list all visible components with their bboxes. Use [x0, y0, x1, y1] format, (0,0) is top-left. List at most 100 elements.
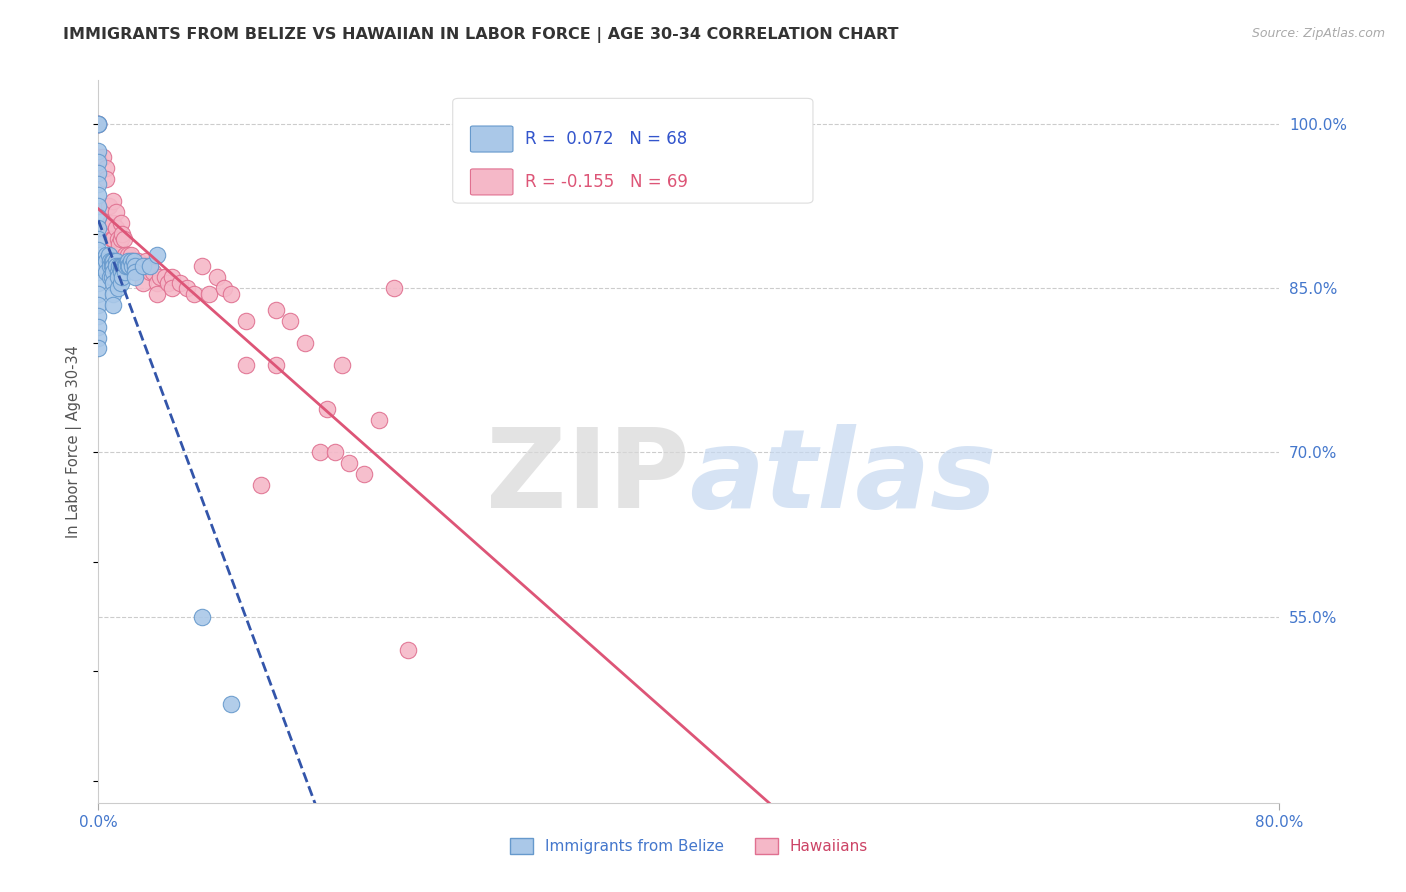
- Point: [339, 457, 361, 471]
- Point: [235, 314, 257, 328]
- Point: [121, 260, 143, 274]
- Point: [87, 117, 110, 131]
- Point: [115, 260, 138, 274]
- Point: [100, 260, 122, 274]
- Point: [107, 265, 129, 279]
- Point: [139, 260, 162, 274]
- Point: [110, 216, 132, 230]
- Point: [103, 276, 125, 290]
- Point: [114, 248, 136, 262]
- Point: [87, 117, 110, 131]
- Point: [135, 253, 157, 268]
- Point: [127, 253, 149, 268]
- Point: [110, 276, 132, 290]
- Point: [136, 260, 159, 274]
- Point: [96, 199, 118, 213]
- Point: [146, 286, 169, 301]
- Point: [87, 319, 110, 334]
- Point: [87, 150, 110, 164]
- Point: [316, 401, 339, 416]
- Point: [122, 253, 145, 268]
- FancyBboxPatch shape: [471, 126, 513, 152]
- Point: [264, 358, 287, 372]
- Point: [112, 260, 135, 274]
- Text: ZIP: ZIP: [485, 425, 689, 531]
- Point: [183, 286, 205, 301]
- Point: [124, 265, 146, 279]
- Point: [124, 265, 146, 279]
- Point: [162, 270, 183, 285]
- Point: [107, 281, 129, 295]
- Point: [87, 265, 110, 279]
- Point: [118, 260, 141, 274]
- Point: [87, 117, 110, 131]
- Point: [139, 265, 162, 279]
- Point: [87, 309, 110, 323]
- Point: [105, 260, 128, 274]
- Point: [107, 232, 129, 246]
- Point: [353, 467, 375, 482]
- Point: [156, 276, 179, 290]
- Point: [146, 276, 169, 290]
- Point: [264, 303, 287, 318]
- Point: [97, 199, 120, 213]
- Point: [87, 330, 110, 344]
- Point: [110, 265, 132, 279]
- Point: [108, 237, 131, 252]
- Point: [142, 265, 165, 279]
- Point: [94, 253, 117, 268]
- Point: [94, 265, 117, 279]
- Point: [198, 286, 221, 301]
- Point: [323, 445, 346, 459]
- Point: [111, 260, 134, 274]
- Point: [114, 260, 136, 274]
- Point: [100, 253, 122, 268]
- Point: [221, 698, 243, 712]
- Point: [100, 248, 122, 262]
- Point: [94, 248, 117, 262]
- Point: [124, 260, 146, 274]
- Point: [117, 248, 139, 262]
- Point: [108, 260, 131, 274]
- Point: [105, 204, 128, 219]
- Point: [87, 253, 110, 268]
- Point: [212, 281, 235, 295]
- Point: [221, 286, 243, 301]
- Point: [146, 248, 169, 262]
- FancyBboxPatch shape: [471, 169, 513, 195]
- Point: [98, 270, 121, 285]
- Point: [87, 199, 110, 213]
- Point: [280, 314, 302, 328]
- FancyBboxPatch shape: [453, 98, 813, 203]
- Point: [87, 221, 110, 235]
- Point: [98, 260, 121, 274]
- Point: [114, 265, 136, 279]
- Point: [103, 253, 125, 268]
- Point: [87, 166, 110, 180]
- Point: [98, 216, 121, 230]
- Text: R = -0.155   N = 69: R = -0.155 N = 69: [524, 173, 688, 191]
- Point: [112, 232, 135, 246]
- Point: [87, 188, 110, 202]
- Point: [103, 216, 125, 230]
- Point: [87, 286, 110, 301]
- Point: [87, 342, 110, 356]
- Point: [176, 281, 198, 295]
- Point: [103, 232, 125, 246]
- Point: [110, 232, 132, 246]
- Point: [91, 260, 114, 274]
- Point: [132, 260, 155, 274]
- Point: [110, 260, 132, 274]
- Text: Source: ZipAtlas.com: Source: ZipAtlas.com: [1251, 27, 1385, 40]
- Point: [124, 270, 146, 285]
- Point: [111, 227, 134, 241]
- Point: [103, 260, 125, 274]
- Point: [87, 243, 110, 257]
- Point: [132, 260, 155, 274]
- Point: [94, 161, 117, 175]
- Point: [330, 358, 353, 372]
- Point: [120, 248, 142, 262]
- Point: [115, 260, 138, 274]
- Point: [398, 642, 420, 657]
- Point: [117, 260, 139, 274]
